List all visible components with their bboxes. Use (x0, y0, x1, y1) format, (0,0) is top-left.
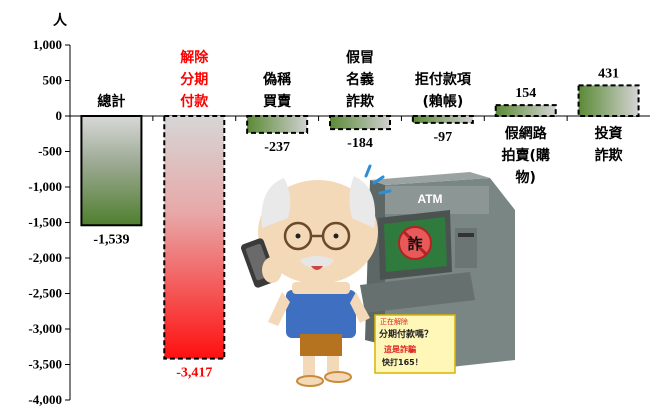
category-label-line: 拒付款項 (415, 71, 472, 88)
atm-label: ATM (417, 192, 442, 206)
bar-value-label: -237 (264, 140, 290, 155)
category-label-line: 詐欺 (346, 93, 374, 110)
y-tick-label: -1,000 (28, 179, 62, 194)
category-label-line: 詐欺 (595, 147, 623, 164)
bar-value-label: -3,417 (176, 366, 212, 381)
bars-group (80, 84, 640, 360)
atm-machine-icon: ATM 詐 正在解除 分期付款嗎？ 這是詐騙 快打165！ (360, 172, 515, 374)
y-tick-label: -3,500 (28, 357, 62, 372)
y-tick-label: 1,000 (33, 37, 62, 52)
category-label-line: 投資 (595, 125, 623, 142)
y-tick-label: -4,000 (28, 392, 62, 407)
category-label-line: 分期 (180, 72, 208, 88)
y-tick-label: -2,000 (28, 250, 62, 265)
category-label: 偽稱買賣 (262, 71, 292, 110)
bar-value-label: -97 (434, 130, 453, 145)
category-label: 總計 (97, 93, 125, 110)
category-label-line: 物) (516, 169, 536, 186)
bar (163, 115, 226, 360)
labels-group: -1,539 總計 -3,417 解除分期付款 -237 偽稱買賣 -184 假冒名義詐欺 -9… (93, 49, 622, 381)
category-label-line: 買賣 (263, 93, 292, 110)
category-label: 投資詐欺 (595, 125, 623, 164)
category-label-line: (賴帳) (422, 93, 463, 110)
category-label-line: 總計 (97, 93, 125, 110)
bar (80, 115, 143, 227)
category-label: 拒付款項 (賴帳) (415, 71, 472, 110)
y-tick-label: 0 (56, 108, 63, 123)
bar-value-label: -1,539 (93, 232, 129, 247)
category-label-line: 拍賣(購 (502, 147, 550, 164)
bar-value-label: 154 (515, 86, 536, 101)
notice-line-2: 分期付款嗎？ (379, 328, 433, 340)
bar-value-label: -184 (347, 136, 373, 151)
bar-value-label: 431 (598, 66, 619, 81)
category-label-line: 假冒 (346, 49, 374, 66)
category-label-line: 偽稱 (262, 71, 291, 88)
bar (494, 104, 557, 118)
notice-line-3: 這是詐騙 (384, 344, 416, 354)
y-tick-label: -2,500 (28, 286, 62, 301)
bar (577, 84, 640, 118)
elderly-man-atm-illustration: ATM 詐 正在解除 分期付款嗎？ 這是詐騙 快打165！ (240, 164, 515, 387)
y-tick-label: -1,500 (28, 215, 62, 230)
bar (246, 115, 309, 134)
category-label: 假冒名義詐欺 (346, 49, 374, 110)
category-label-line: 名義 (346, 71, 374, 88)
y-unit-label: 人 (53, 12, 68, 29)
category-label: 解除分期付款 (180, 49, 209, 110)
category-label-line: 假網路 (505, 125, 548, 142)
notice-line-4: 快打165！ (382, 357, 423, 367)
bar (329, 115, 391, 131)
y-tick-label: 500 (43, 73, 63, 88)
notice-line-1: 正在解除 (380, 317, 408, 326)
y-tick-label: -3,000 (28, 321, 62, 336)
category-label: 假網路拍賣(購物) (502, 125, 550, 186)
atm-screen-char: 詐 (407, 235, 422, 253)
category-label-line: 解除 (180, 49, 209, 66)
y-axis: 人 1,000 500 0 -500 -1,000 -1,500 -2,000 -2,500 -3… (28, 12, 650, 407)
bar (411, 115, 474, 124)
category-label-line: 付款 (180, 93, 209, 110)
y-tick-label: -500 (38, 144, 62, 159)
elderly-man-icon (240, 164, 392, 387)
